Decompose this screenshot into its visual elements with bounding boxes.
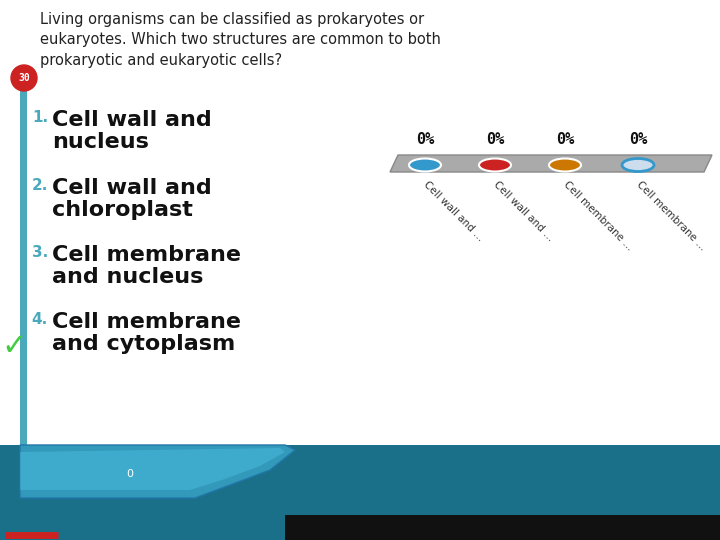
Text: Living organisms can be classified as prokaryotes or
eukaryotes. Which two struc: Living organisms can be classified as pr… xyxy=(40,12,441,68)
Bar xyxy=(0,445,720,540)
Ellipse shape xyxy=(549,159,581,172)
Text: Cell membrane ...: Cell membrane ... xyxy=(562,179,635,252)
Text: 1.: 1. xyxy=(32,110,48,125)
Text: ✓: ✓ xyxy=(1,332,27,361)
Circle shape xyxy=(11,65,37,91)
Text: Cell wall and ...: Cell wall and ... xyxy=(422,179,486,242)
Ellipse shape xyxy=(409,159,441,172)
Text: 30: 30 xyxy=(18,73,30,83)
Ellipse shape xyxy=(622,159,654,172)
Text: Cell wall and
nucleus: Cell wall and nucleus xyxy=(52,110,212,152)
Text: 4.: 4. xyxy=(32,312,48,327)
Text: 0%: 0% xyxy=(486,132,504,147)
Text: Cell wall and ...: Cell wall and ... xyxy=(492,179,556,242)
Polygon shape xyxy=(20,448,285,490)
Ellipse shape xyxy=(479,159,511,172)
Polygon shape xyxy=(20,445,295,498)
Bar xyxy=(285,515,720,540)
Text: Cell wall and
chloroplast: Cell wall and chloroplast xyxy=(52,178,212,220)
Text: 0%: 0% xyxy=(556,132,574,147)
Bar xyxy=(20,80,27,460)
Text: Cell membrane ...: Cell membrane ... xyxy=(635,179,708,252)
Polygon shape xyxy=(390,155,712,172)
Text: 0%: 0% xyxy=(416,132,434,147)
Text: 0: 0 xyxy=(127,469,133,479)
Text: 3.: 3. xyxy=(32,245,48,260)
Text: 2.: 2. xyxy=(32,178,48,193)
Text: Cell membrane
and nucleus: Cell membrane and nucleus xyxy=(52,245,241,287)
Text: 0%: 0% xyxy=(629,132,647,147)
Text: Cell membrane
and cytoplasm: Cell membrane and cytoplasm xyxy=(52,312,241,354)
